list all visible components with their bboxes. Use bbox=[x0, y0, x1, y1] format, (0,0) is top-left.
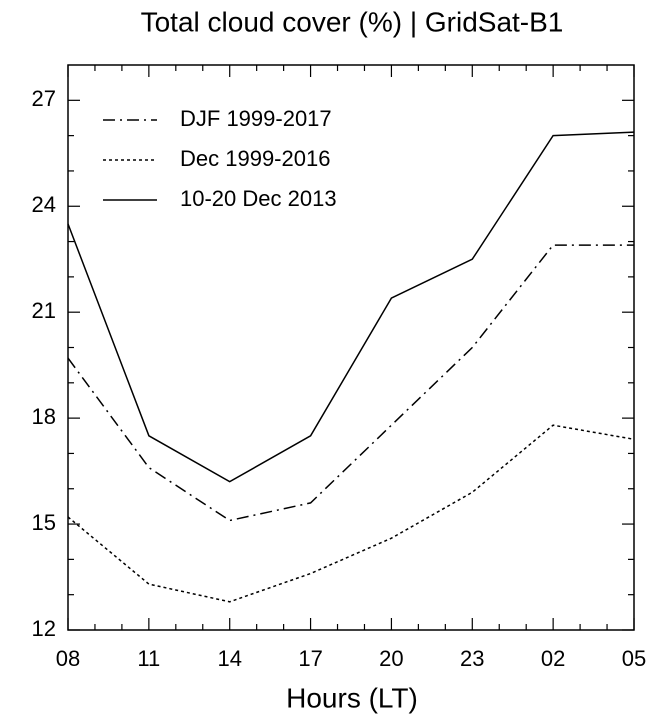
x-tick-label: 23 bbox=[460, 646, 484, 671]
series-line bbox=[67, 131, 635, 483]
plot-frame bbox=[67, 64, 635, 631]
x-axis-label: Hours (LT) bbox=[286, 682, 418, 713]
x-tick-label: 11 bbox=[137, 646, 160, 671]
y-tick-label: 15 bbox=[32, 510, 56, 535]
x-tick-label: 20 bbox=[379, 646, 403, 671]
y-tick-label: 27 bbox=[32, 86, 56, 111]
y-tick-label: 21 bbox=[32, 298, 56, 323]
x-tick-label: 02 bbox=[541, 646, 565, 671]
series-line bbox=[67, 244, 634, 522]
series-line bbox=[67, 424, 635, 603]
x-tick-label: 05 bbox=[622, 646, 646, 671]
x-tick-label: 17 bbox=[298, 646, 322, 671]
x-tick-label: 14 bbox=[217, 646, 241, 671]
legend-label: DJF 1999-2017 bbox=[180, 106, 332, 131]
legend-label: 10-20 Dec 2013 bbox=[180, 186, 337, 211]
legend-label: Dec 1999-2016 bbox=[180, 146, 330, 171]
y-tick-label: 24 bbox=[32, 192, 56, 217]
y-tick-label: 18 bbox=[32, 404, 56, 429]
x-tick-label: 08 bbox=[56, 646, 80, 671]
y-tick-label: 12 bbox=[32, 616, 56, 641]
chart-title: Total cloud cover (%) | GridSat-B1 bbox=[141, 6, 564, 37]
